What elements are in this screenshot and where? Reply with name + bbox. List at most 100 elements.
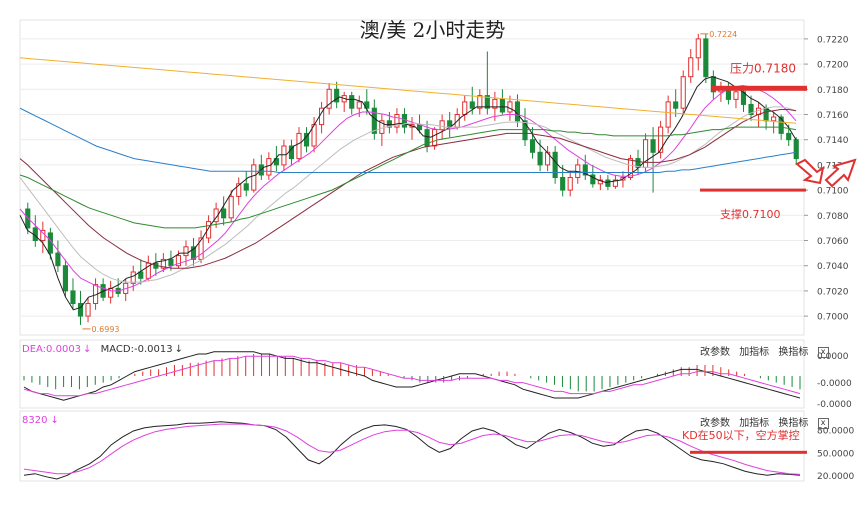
candle-body xyxy=(763,107,769,122)
kdj-down-icon: ↓ xyxy=(50,415,59,426)
candle-body xyxy=(552,151,558,179)
candle-body xyxy=(522,120,528,141)
candle-body xyxy=(529,139,536,153)
support-label: 支撑0.7100 xyxy=(720,207,781,221)
candle-body xyxy=(198,237,204,260)
candle-body xyxy=(401,114,408,128)
candle-body xyxy=(334,88,340,103)
candle-body xyxy=(771,116,777,122)
y-tick-label: 0.7000 xyxy=(817,313,849,323)
macd-panel-frame xyxy=(19,339,805,409)
down-arrow-icon xyxy=(795,158,825,185)
candle-body xyxy=(537,151,543,166)
candle-body xyxy=(658,126,664,153)
moving-average-line xyxy=(19,57,797,124)
candle-body xyxy=(432,129,438,147)
y-tick-label: 0.7020 xyxy=(817,287,849,297)
kdj-toolbar: 改参数 加指标 换指标 x xyxy=(700,414,829,429)
kdj-close-icon[interactable]: x xyxy=(817,417,829,429)
candle-body xyxy=(266,158,272,176)
candle-body xyxy=(665,101,671,128)
y-tick-label: 0.7180 xyxy=(817,86,849,96)
candle-body xyxy=(175,255,182,267)
macd-diff-line xyxy=(23,351,801,401)
moving-average-line xyxy=(19,76,797,311)
macd-y-label: 0.0000 xyxy=(817,352,849,362)
kdj-edit-params-button[interactable]: 改参数 xyxy=(700,418,730,429)
macd-down-icon: ↓ xyxy=(174,344,183,355)
support-line xyxy=(700,188,806,192)
candle-body xyxy=(183,246,189,257)
candle-body xyxy=(627,158,634,179)
macd-toolbar: 改参数 加指标 换指标 x xyxy=(700,343,829,358)
y-tick-label: 0.7100 xyxy=(817,187,849,197)
candle-body xyxy=(303,132,310,147)
candle-body xyxy=(439,120,445,131)
y-tick-label: 0.7040 xyxy=(817,262,849,272)
kdj-50-line xyxy=(690,450,807,454)
resistance-label: 压力0.7180 xyxy=(730,61,796,75)
candle-body xyxy=(793,139,799,160)
moving-average-line xyxy=(19,126,797,229)
up-arrow-icon xyxy=(824,158,857,188)
moving-average-line xyxy=(19,106,797,283)
macd-add-indicator-button[interactable]: 加指标 xyxy=(739,347,770,358)
candle-body xyxy=(673,101,679,109)
kdj-switch-indicator-button[interactable]: 换指标 xyxy=(778,418,809,429)
kdj-y-label: 80.0000 xyxy=(817,426,854,436)
candle-body xyxy=(326,88,332,109)
candle-body xyxy=(688,57,694,78)
moving-average-line xyxy=(19,84,797,292)
kdj-value-label: 8320 xyxy=(22,415,48,426)
candle-body xyxy=(130,271,136,284)
kdj-panel-frame xyxy=(19,410,805,482)
candle-body xyxy=(206,221,212,239)
kdj-y-label: 50.0000 xyxy=(817,449,854,459)
candle-body xyxy=(477,95,483,109)
candle-body xyxy=(462,101,468,116)
kdj-k-line xyxy=(23,421,801,480)
candle-body xyxy=(733,91,739,100)
candle-body xyxy=(386,120,392,128)
candle-body xyxy=(288,145,295,160)
candle-body xyxy=(492,98,498,109)
macd-switch-indicator-button[interactable]: 换指标 xyxy=(778,347,809,358)
candle-body xyxy=(168,258,174,267)
candle-body xyxy=(228,195,234,219)
dea-label: DEA:0.0003 xyxy=(22,344,82,355)
chart-title: 澳/美 2小时走势 xyxy=(359,18,506,42)
macd-close-icon[interactable]: x xyxy=(817,346,829,358)
moving-average-line xyxy=(19,107,797,173)
candle-body xyxy=(349,95,355,109)
high-label: 0.7224 xyxy=(709,30,737,39)
candle-body xyxy=(356,101,362,109)
candle-body xyxy=(748,103,754,115)
candle-body xyxy=(590,174,596,185)
candle-body xyxy=(778,116,784,134)
candle-body xyxy=(160,258,166,269)
candle-body xyxy=(605,179,611,187)
candle-body xyxy=(680,76,686,109)
candle-body xyxy=(786,132,792,141)
candle-body xyxy=(190,246,197,260)
y-tick-label: 0.7140 xyxy=(817,136,849,146)
kdj-add-indicator-button[interactable]: 加指标 xyxy=(739,418,770,429)
candle-body xyxy=(612,179,618,187)
kdj-legend: 8320 ↓ xyxy=(22,415,59,426)
resistance-line xyxy=(712,85,807,91)
candle-body xyxy=(70,290,76,304)
candle-body xyxy=(77,303,84,317)
y-tick-label: 0.7220 xyxy=(817,35,849,45)
candle-body xyxy=(507,101,513,113)
macd-dea-line xyxy=(23,355,801,397)
macd-edit-params-button[interactable]: 改参数 xyxy=(700,347,730,358)
candle-body xyxy=(394,114,400,128)
candle-body xyxy=(582,164,588,176)
y-tick-label: 0.7080 xyxy=(817,212,849,222)
candle-body xyxy=(424,129,430,147)
macd-y-label: -0.0000 xyxy=(817,379,852,389)
candle-body xyxy=(499,98,505,113)
kdj-y-label: 20.0000 xyxy=(817,472,854,482)
